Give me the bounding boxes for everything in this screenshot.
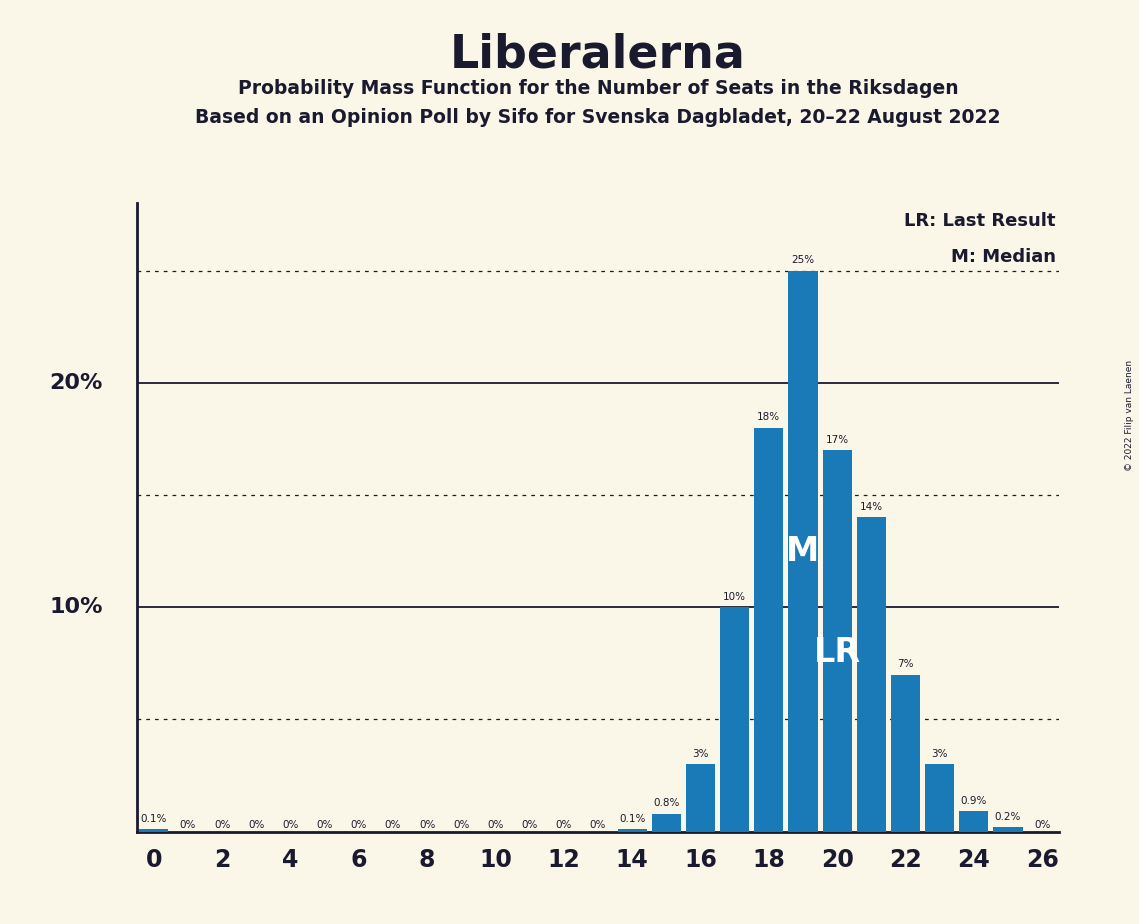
Bar — [754, 428, 784, 832]
Text: LR: Last Result: LR: Last Result — [904, 213, 1056, 230]
Text: 0%: 0% — [419, 821, 435, 831]
Text: M: Median: M: Median — [951, 249, 1056, 266]
Text: 0%: 0% — [317, 821, 333, 831]
Text: Probability Mass Function for the Number of Seats in the Riksdagen: Probability Mass Function for the Number… — [238, 79, 958, 98]
Text: LR: LR — [813, 636, 861, 669]
Text: 0%: 0% — [248, 821, 264, 831]
Text: 0%: 0% — [487, 821, 503, 831]
Bar — [720, 607, 749, 832]
Text: 0%: 0% — [590, 821, 606, 831]
Bar — [686, 764, 715, 832]
Text: 0%: 0% — [180, 821, 196, 831]
Text: 0%: 0% — [453, 821, 469, 831]
Bar — [617, 830, 647, 832]
Text: 10%: 10% — [723, 591, 746, 602]
Text: 0.9%: 0.9% — [960, 796, 988, 806]
Bar — [822, 450, 852, 832]
Text: 3%: 3% — [932, 748, 948, 759]
Text: 0%: 0% — [522, 821, 538, 831]
Text: 0.8%: 0.8% — [653, 798, 680, 808]
Text: 0.1%: 0.1% — [140, 814, 167, 824]
Text: Based on an Opinion Poll by Sifo for Svenska Dagbladet, 20–22 August 2022: Based on an Opinion Poll by Sifo for Sve… — [195, 108, 1001, 128]
Text: 25%: 25% — [792, 255, 814, 265]
Text: 20%: 20% — [49, 372, 103, 393]
Text: 0.2%: 0.2% — [994, 811, 1022, 821]
Text: 0%: 0% — [214, 821, 230, 831]
Bar — [891, 675, 920, 832]
Text: 0%: 0% — [282, 821, 298, 831]
Bar — [652, 814, 681, 832]
Text: 10%: 10% — [49, 597, 103, 617]
Text: 7%: 7% — [898, 659, 913, 669]
Text: M: M — [786, 535, 820, 567]
Text: 0%: 0% — [351, 821, 367, 831]
Text: 17%: 17% — [826, 434, 849, 444]
Text: © 2022 Filip van Laenen: © 2022 Filip van Laenen — [1125, 360, 1134, 471]
Text: 3%: 3% — [693, 748, 708, 759]
Text: 18%: 18% — [757, 412, 780, 422]
Bar — [857, 517, 886, 832]
Text: 0.1%: 0.1% — [618, 814, 646, 824]
Text: 0%: 0% — [1034, 821, 1050, 831]
Bar — [788, 271, 818, 832]
Text: 14%: 14% — [860, 502, 883, 512]
Bar — [925, 764, 954, 832]
Text: Liberalerna: Liberalerna — [450, 32, 746, 78]
Text: 0%: 0% — [556, 821, 572, 831]
Bar — [139, 830, 169, 832]
Bar — [959, 811, 989, 832]
Text: 0%: 0% — [385, 821, 401, 831]
Bar — [993, 827, 1023, 832]
